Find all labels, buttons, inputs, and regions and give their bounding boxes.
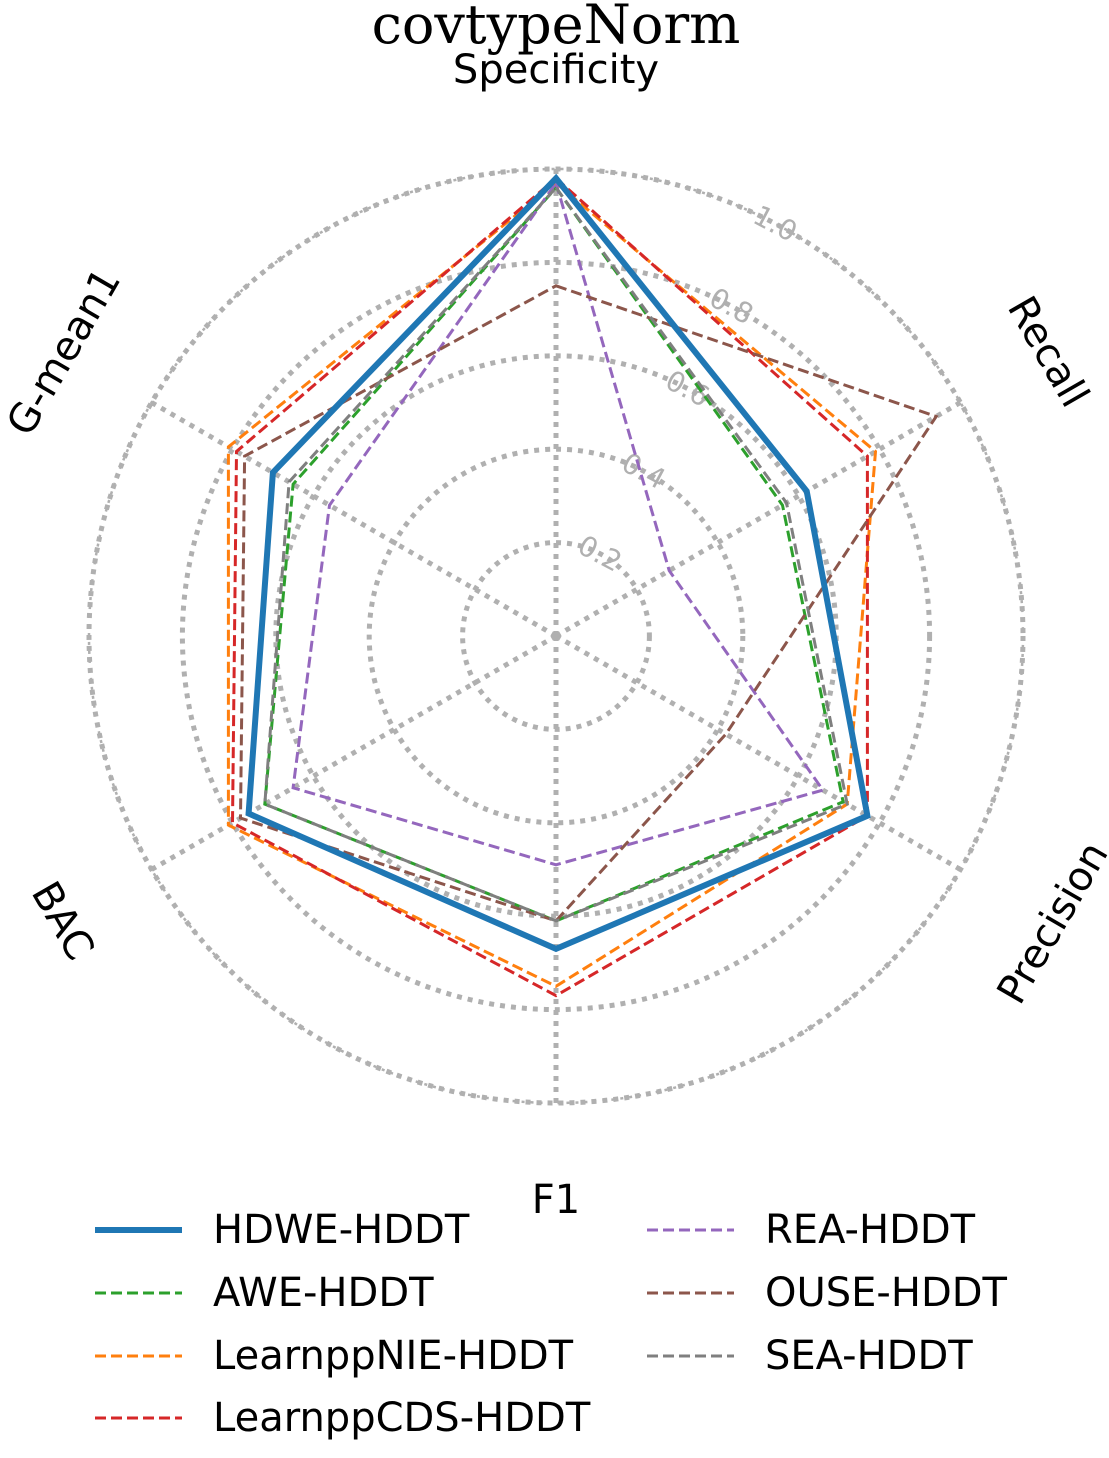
series-line-sea-hddt bbox=[263, 185, 849, 923]
radial-gridline-recall bbox=[554, 400, 962, 639]
legend-label-rea-hddt: REA-HDDT bbox=[765, 1207, 976, 1253]
radial-gridline-g-mean1 bbox=[150, 400, 558, 639]
grid-circle-0 bbox=[460, 540, 652, 732]
series-line-awe-hddt bbox=[263, 185, 845, 923]
axis-label-f1: F1 bbox=[532, 1177, 580, 1223]
legend: HDWE-HDDT AWE-HDDT LearnppNIE-HDDT LearnppC… bbox=[95, 1207, 1008, 1441]
legend-label-learnppcds-hddt: LearnppCDS-HDDT bbox=[213, 1395, 591, 1441]
grid-circle-1 bbox=[366, 446, 746, 826]
axis-label-recall: Recall bbox=[998, 289, 1098, 415]
center-point bbox=[552, 632, 560, 640]
radial-gridline-bac bbox=[150, 633, 558, 872]
legend-label-hdwe-hddt: HDWE-HDDT bbox=[213, 1207, 470, 1253]
series-line-rea-hddt bbox=[291, 179, 826, 867]
grid-circle-3 bbox=[179, 259, 933, 1013]
series-lines bbox=[226, 173, 939, 998]
legend-label-learnppnie-hddt: LearnppNIE-HDDT bbox=[213, 1333, 574, 1379]
grid-circle-4 bbox=[86, 166, 1026, 1106]
series-line-learnppnie-hddt bbox=[226, 181, 878, 989]
chart-title: covtypeNorm bbox=[372, 0, 741, 56]
r-tick-label: 1.0 bbox=[748, 199, 803, 249]
legend-label-sea-hddt: SEA-HDDT bbox=[765, 1333, 973, 1379]
axis-label-precision: Precision bbox=[989, 834, 1109, 1012]
axis-label-g-mean1: G-mean1 bbox=[0, 261, 130, 444]
axis-label-specificity: Specificity bbox=[453, 47, 659, 93]
series-line-learnppcds-hddt bbox=[230, 176, 869, 998]
axis-label-bac: BAC bbox=[22, 874, 103, 968]
r-tick-label: 0.4 bbox=[616, 446, 671, 496]
series-line-ouse-hddt bbox=[238, 284, 939, 923]
legend-label-ouse-hddt: OUSE-HDDT bbox=[765, 1270, 1008, 1316]
radial-gridline-precision bbox=[554, 633, 962, 872]
series-line-hdwe-hddt bbox=[245, 173, 871, 953]
legend-label-awe-hddt: AWE-HDDT bbox=[213, 1270, 434, 1316]
r-tick-label: 0.2 bbox=[572, 529, 627, 579]
r-tick-label: 0.8 bbox=[704, 281, 759, 331]
